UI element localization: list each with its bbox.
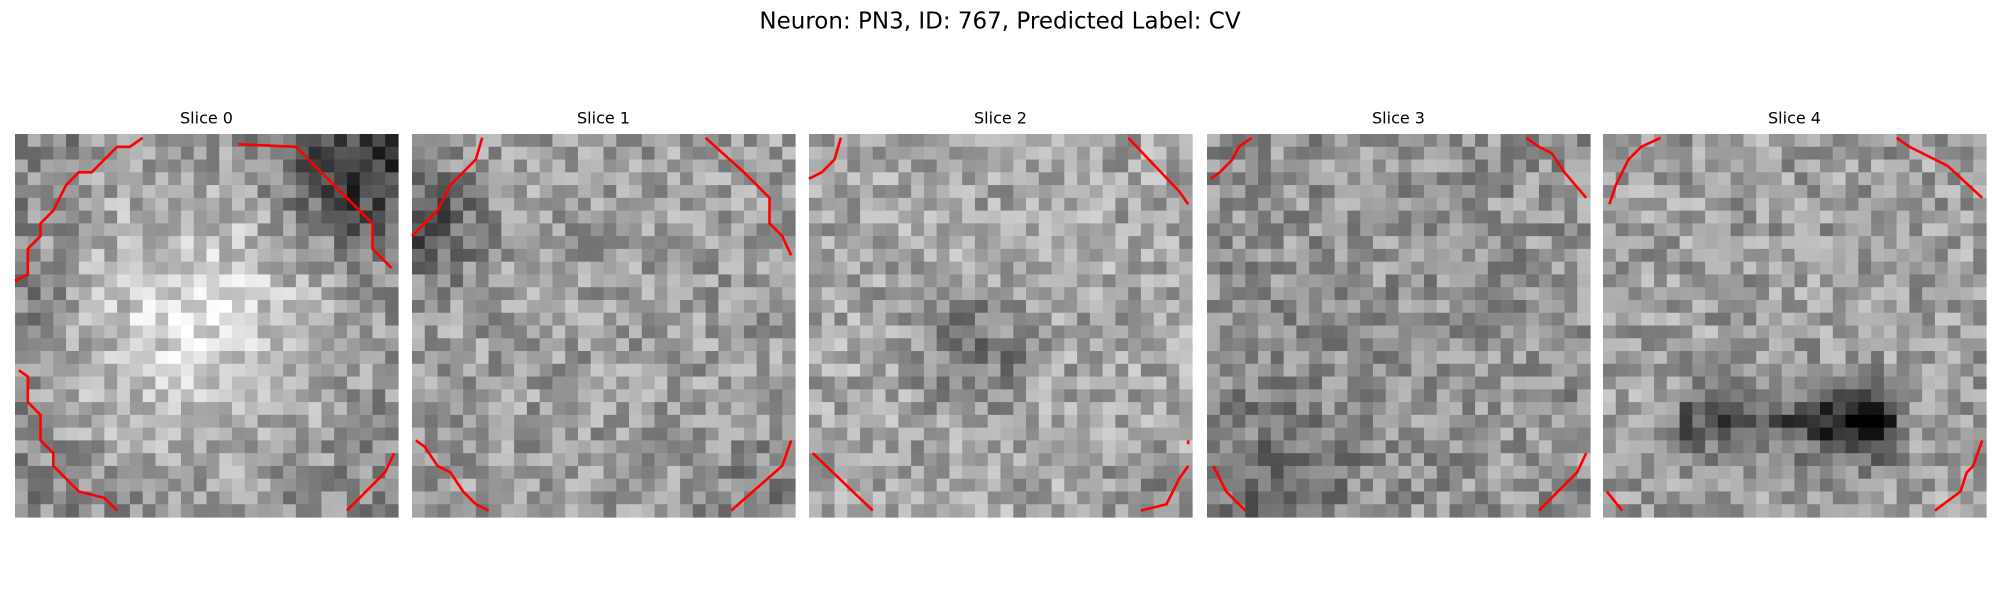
- contour: [238, 142, 393, 270]
- panel-title: Slice 4: [1768, 109, 1821, 128]
- figure-title: Neuron: PN3, ID: 767, Predicted Label: C…: [759, 9, 1240, 35]
- slice-image: [1207, 134, 1591, 518]
- contour: [1605, 490, 1624, 512]
- contour: [1537, 452, 1588, 512]
- contour: [730, 439, 793, 512]
- contour: [1127, 136, 1190, 205]
- panel-title: Slice 1: [577, 109, 630, 128]
- contour: [1608, 136, 1662, 205]
- contour: [1934, 439, 1984, 512]
- panel-title: Slice 3: [1372, 109, 1425, 128]
- contour: [1210, 136, 1253, 180]
- slice-image: [809, 134, 1193, 518]
- contour: [808, 137, 843, 180]
- contour: [18, 369, 119, 512]
- contour: [1525, 136, 1588, 199]
- contour: [411, 137, 484, 238]
- panel: Slice 4: [1603, 109, 1987, 518]
- contour: [345, 452, 396, 512]
- contour: [1895, 136, 1984, 199]
- panel: Slice 2: [808, 109, 1193, 518]
- contour: [1212, 465, 1247, 512]
- panel-title: Slice 0: [180, 109, 233, 128]
- contour: [704, 136, 793, 256]
- slice-image: [1603, 134, 1987, 518]
- panel: Slice 0: [14, 109, 399, 518]
- contour: [1140, 465, 1190, 512]
- panel: Slice 1: [411, 109, 796, 518]
- panel: Slice 3: [1207, 109, 1591, 518]
- panel-title: Slice 2: [974, 109, 1027, 128]
- slice-image: [412, 134, 796, 518]
- contour: [415, 439, 490, 512]
- contour: [811, 452, 874, 512]
- contour: [14, 136, 144, 282]
